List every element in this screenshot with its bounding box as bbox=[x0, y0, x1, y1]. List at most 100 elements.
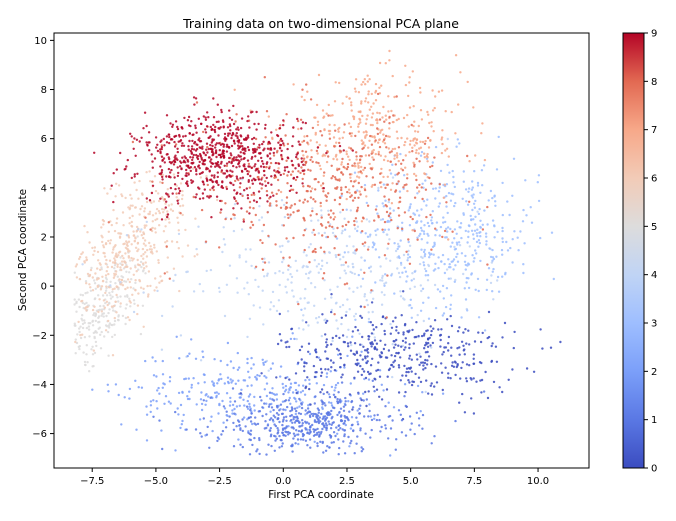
scatter-point bbox=[189, 124, 192, 128]
scatter-point bbox=[302, 157, 306, 160]
scatter-point bbox=[338, 179, 341, 182]
scatter-point bbox=[281, 423, 284, 427]
scatter-point bbox=[93, 297, 97, 301]
scatter-point bbox=[410, 123, 413, 127]
scatter-point bbox=[380, 398, 384, 401]
scatter-point bbox=[229, 396, 232, 400]
scatter-point bbox=[322, 272, 326, 275]
scatter-point bbox=[331, 336, 334, 340]
scatter-point bbox=[455, 241, 459, 244]
scatter-point bbox=[477, 331, 480, 334]
scatter-point bbox=[504, 273, 507, 276]
scatter-point bbox=[389, 259, 392, 262]
scatter-point bbox=[446, 163, 449, 167]
scatter-point bbox=[468, 364, 471, 367]
scatter-point bbox=[416, 130, 420, 133]
scatter-point bbox=[376, 212, 379, 215]
scatter-point bbox=[491, 342, 494, 345]
scatter-point bbox=[119, 266, 122, 269]
scatter-point bbox=[323, 231, 326, 235]
scatter-point bbox=[390, 150, 393, 153]
scatter-point bbox=[174, 187, 177, 191]
scatter-point bbox=[255, 378, 258, 381]
scatter-point bbox=[423, 152, 426, 155]
scatter-point bbox=[258, 306, 262, 309]
scatter-point bbox=[210, 161, 213, 165]
scatter-point bbox=[74, 338, 78, 341]
scatter-point bbox=[440, 136, 444, 139]
scatter-point bbox=[429, 333, 433, 337]
scatter-point bbox=[307, 168, 310, 171]
scatter-point bbox=[430, 219, 433, 222]
scatter-point bbox=[89, 322, 92, 325]
scatter-point bbox=[474, 154, 477, 157]
scatter-point bbox=[126, 158, 129, 162]
scatter-point bbox=[379, 131, 382, 134]
scatter-point bbox=[159, 150, 162, 153]
scatter-point bbox=[302, 154, 305, 157]
scatter-point bbox=[142, 257, 145, 260]
scatter-point bbox=[264, 180, 267, 183]
scatter-point bbox=[344, 261, 348, 264]
scatter-point bbox=[297, 433, 300, 436]
scatter-point bbox=[370, 143, 374, 146]
scatter-point bbox=[376, 132, 380, 136]
scatter-point bbox=[89, 286, 92, 289]
scatter-point bbox=[380, 383, 383, 386]
scatter-point bbox=[156, 407, 159, 410]
scatter-point bbox=[266, 424, 270, 427]
scatter-point bbox=[452, 258, 456, 261]
scatter-point bbox=[148, 170, 151, 173]
scatter-point bbox=[304, 413, 307, 416]
scatter-point bbox=[239, 126, 243, 130]
scatter-point bbox=[291, 163, 294, 167]
scatter-point bbox=[524, 179, 527, 182]
scatter-point bbox=[163, 144, 166, 147]
scatter-point bbox=[112, 248, 115, 251]
scatter-point bbox=[376, 121, 379, 125]
scatter-point bbox=[126, 265, 129, 268]
scatter-point bbox=[449, 199, 453, 202]
scatter-point bbox=[289, 213, 292, 216]
scatter-point bbox=[422, 186, 425, 189]
scatter-point bbox=[292, 126, 295, 129]
scatter-point bbox=[265, 376, 268, 379]
scatter-point bbox=[283, 169, 287, 172]
scatter-point bbox=[96, 285, 100, 289]
scatter-point bbox=[424, 139, 427, 143]
scatter-point bbox=[118, 278, 121, 281]
scatter-point bbox=[426, 160, 429, 163]
scatter-point bbox=[362, 370, 366, 373]
scatter-point bbox=[382, 138, 386, 142]
x-tick-label: −7.5 bbox=[80, 476, 104, 487]
scatter-point bbox=[291, 188, 295, 191]
scatter-point bbox=[81, 294, 85, 297]
scatter-point bbox=[334, 155, 338, 158]
scatter-point bbox=[326, 413, 330, 417]
scatter-point bbox=[274, 424, 278, 428]
scatter-point bbox=[407, 249, 410, 253]
scatter-point bbox=[157, 209, 161, 213]
scatter-point bbox=[385, 316, 388, 319]
scatter-point bbox=[106, 330, 110, 334]
scatter-point bbox=[166, 153, 169, 156]
scatter-point bbox=[458, 226, 461, 229]
scatter-point bbox=[322, 383, 326, 387]
scatter-point bbox=[367, 320, 371, 324]
scatter-point bbox=[286, 310, 290, 313]
x-tick-label: 0.0 bbox=[275, 476, 291, 487]
scatter-point bbox=[344, 423, 347, 427]
scatter-point bbox=[169, 122, 172, 125]
scatter-point bbox=[210, 148, 214, 151]
scatter-point bbox=[485, 288, 488, 292]
scatter-point bbox=[346, 354, 349, 358]
scatter-point bbox=[420, 150, 424, 154]
scatter-point bbox=[187, 145, 190, 148]
scatter-point bbox=[285, 113, 288, 116]
scatter-point bbox=[232, 207, 235, 210]
scatter-point bbox=[285, 345, 288, 349]
scatter-point bbox=[88, 335, 91, 338]
scatter-point bbox=[92, 253, 95, 256]
scatter-point bbox=[195, 193, 198, 196]
scatter-point bbox=[279, 403, 283, 406]
